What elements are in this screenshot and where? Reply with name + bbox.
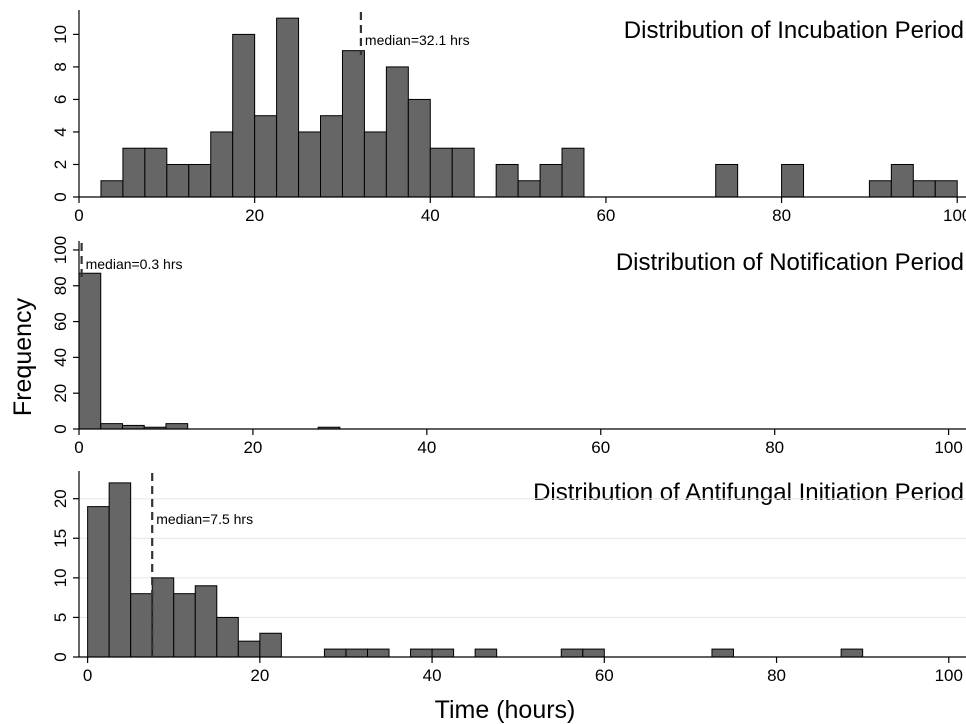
notification-median-label: median=0.3 hrs <box>86 256 183 272</box>
antifungal-bar <box>474 648 498 658</box>
antifungal-y-tick-label: 10 <box>51 568 70 587</box>
antifungal-bar <box>87 506 110 658</box>
incubation-x-tick-label: 0 <box>74 206 83 225</box>
notification-y-tick-label: 100 <box>51 236 70 264</box>
y-axis-label: Frequency <box>9 297 37 416</box>
antifungal-x-tick-label: 20 <box>250 666 269 685</box>
antifungal-x-tick-label: 60 <box>595 666 614 685</box>
incubation-bar <box>254 115 278 198</box>
incubation-bar <box>429 147 453 198</box>
antifungal-x-tick-label: 80 <box>767 666 786 685</box>
panel-antifungal-title: Distribution of Antifungal Initiation Pe… <box>533 479 964 506</box>
antifungal-x-tick-label: 0 <box>83 666 92 685</box>
incubation-y-tick-label: 6 <box>51 95 70 104</box>
incubation-bar <box>868 180 892 198</box>
incubation-bar <box>210 131 234 198</box>
x-axis-label: Time (hours) <box>435 696 576 724</box>
incubation-bar <box>188 163 212 198</box>
incubation-bar <box>912 180 936 198</box>
incubation-bar <box>232 33 256 198</box>
notification-x-tick-label: 100 <box>934 438 962 457</box>
notification-y-tick-label: 20 <box>51 384 70 403</box>
notification-bar <box>78 272 102 430</box>
incubation-x-tick-label: 40 <box>421 206 440 225</box>
incubation-bar <box>539 163 563 198</box>
incubation-bar <box>298 131 322 198</box>
antifungal-bar <box>431 648 455 658</box>
antifungal-y-tick-label: 0 <box>51 652 70 661</box>
notification-y-tick-label: 80 <box>51 276 70 295</box>
incubation-x-tick-label: 60 <box>596 206 615 225</box>
incubation-x-tick-label: 100 <box>943 206 966 225</box>
antifungal-bar <box>366 648 390 658</box>
incubation-bar <box>890 163 914 198</box>
antifungal-bar <box>237 640 261 658</box>
notification-bar <box>100 423 123 430</box>
notification-x-tick-label: 80 <box>765 438 784 457</box>
antifungal-bar <box>410 648 433 658</box>
notification-x-tick-label: 20 <box>243 438 262 457</box>
notification-x-tick-label: 0 <box>74 438 83 457</box>
incubation-bar <box>100 180 124 198</box>
antifungal-bar <box>560 648 584 658</box>
antifungal-bar <box>259 632 282 658</box>
incubation-y-tick-label: 4 <box>51 127 70 136</box>
incubation-x-tick-label: 80 <box>772 206 791 225</box>
panel-notification: Distribution of Notification Period 0 20 4… <box>51 236 966 457</box>
incubation-bar <box>122 147 146 198</box>
panel-antifungal: Distribution of Antifungal Initiation Pe… <box>51 471 966 685</box>
antifungal-x-tick-label: 40 <box>423 666 442 685</box>
notification-y-tick-label: 60 <box>51 312 70 331</box>
notification-x-tick-label: 60 <box>591 438 610 457</box>
notification-y-tick-label: 40 <box>51 348 70 367</box>
antifungal-bar <box>130 593 153 658</box>
notification-y-tick-label: 0 <box>51 424 70 433</box>
incubation-bar <box>341 50 365 198</box>
incubation-bar <box>166 163 190 198</box>
antifungal-x-tick-label: 100 <box>935 666 963 685</box>
incubation-bar <box>715 163 739 198</box>
incubation-y-tick-label: 2 <box>51 160 70 169</box>
incubation-y-tick-label: 10 <box>51 25 70 44</box>
panel-notification-title: Distribution of Notification Period <box>616 249 964 276</box>
incubation-bar <box>407 98 431 198</box>
incubation-median-label: median=32.1 hrs <box>365 32 470 48</box>
incubation-bar <box>781 163 805 198</box>
panel-incubation: Distribution of Incubation Period 0 2 4 6 8 1… <box>51 10 966 225</box>
antifungal-bar <box>582 648 605 658</box>
incubation-bar <box>144 147 168 198</box>
incubation-bar <box>495 163 519 198</box>
incubation-bar <box>320 115 343 198</box>
incubation-bar <box>517 180 541 198</box>
antifungal-y-tick-label: 20 <box>51 489 70 508</box>
antifungal-bar <box>194 585 218 658</box>
antifungal-bar <box>840 648 864 658</box>
antifungal-bar <box>108 482 132 658</box>
antifungal-y-tick-label: 15 <box>51 529 70 548</box>
incubation-bar <box>934 180 958 198</box>
antifungal-bar <box>323 648 347 658</box>
notification-x-tick-label: 40 <box>417 438 436 457</box>
notification-bar <box>165 423 189 430</box>
antifungal-bar <box>151 577 175 658</box>
panel-incubation-title: Distribution of Incubation Period <box>624 17 964 44</box>
antifungal-bar <box>173 593 196 658</box>
incubation-bar <box>451 147 475 198</box>
incubation-bar <box>363 131 387 198</box>
incubation-y-tick-label: 0 <box>51 192 70 201</box>
antifungal-bar <box>345 648 368 658</box>
incubation-x-tick-label: 20 <box>245 206 264 225</box>
antifungal-bar <box>216 616 239 658</box>
antifungal-y-tick-label: 5 <box>51 613 70 622</box>
antifungal-bar <box>711 648 734 658</box>
incubation-y-tick-label: 8 <box>51 62 70 71</box>
antifungal-median-label: median=7.5 hrs <box>156 511 253 527</box>
incubation-bar <box>385 66 409 198</box>
incubation-bar <box>276 17 300 198</box>
incubation-bar <box>561 147 585 198</box>
